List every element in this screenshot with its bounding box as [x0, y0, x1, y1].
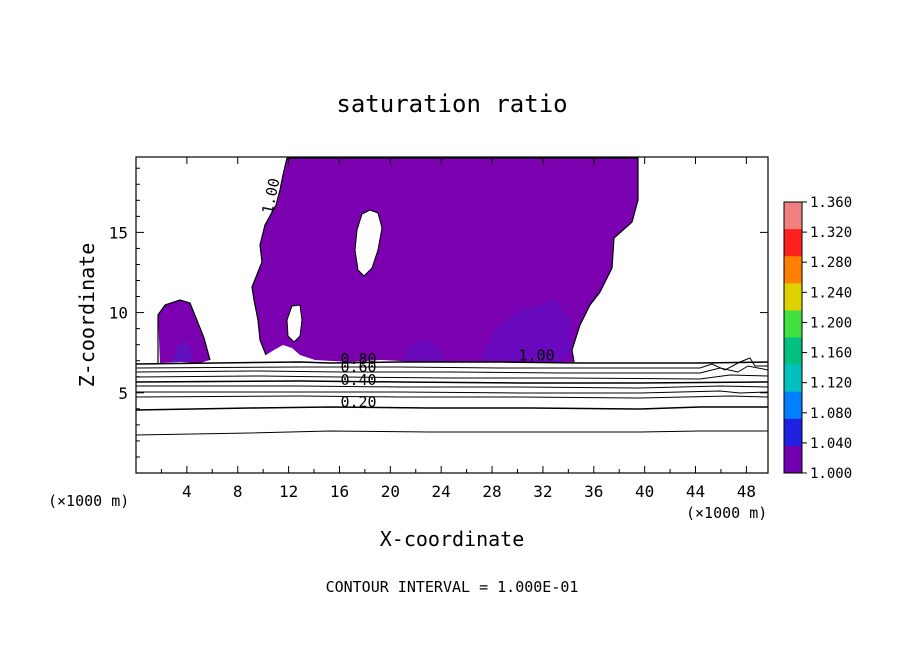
saturated-region-main: [252, 158, 638, 362]
contour-line-d: [136, 374, 768, 380]
colorbar-label: 1.040: [810, 436, 852, 452]
x-tick-label: 24: [432, 482, 451, 501]
y-tick-label: 15: [109, 223, 128, 242]
colorbar-swatch: [784, 391, 802, 420]
plot-area: [136, 157, 768, 436]
colorbar: 1.360 1.320 1.280 1.240 1.200 1.160 1.120 1.080…: [783, 195, 852, 482]
contour-line-i: [136, 406, 768, 411]
x-tick-label: 8: [233, 482, 243, 501]
x-axis-ticks: 4 8 12 16 20 24 28 32 36 40 44 48: [160, 157, 756, 501]
contour-label: 1.00: [519, 347, 555, 365]
x-tick-label: 44: [686, 482, 705, 501]
x-tick-label: 4: [182, 482, 192, 501]
colorbar-label: 1.160: [810, 346, 852, 362]
colorbar-frame: [783, 201, 803, 474]
colorbar-swatch: [784, 418, 802, 447]
saturated-patch-1: [480, 300, 572, 362]
saturated-region-left: [158, 300, 210, 363]
colorbar-swatch: [784, 445, 802, 474]
x-tick-label: 16: [330, 482, 349, 501]
contour-label: 0.60: [340, 358, 376, 376]
chart-title: saturation ratio: [336, 90, 567, 118]
colorbar-swatch: [784, 283, 802, 311]
contour-line-g: [136, 390, 768, 394]
colorbar-label: 1.080: [810, 406, 852, 422]
saturated-patch-left: [172, 342, 192, 362]
contour-line-h: [136, 395, 768, 399]
contour-line-b: [136, 357, 768, 371]
colorbar-label: 1.000: [810, 466, 852, 482]
y-tick-label: 5: [118, 384, 128, 403]
y-axis-label: Z-coordinate: [75, 243, 99, 388]
plot-frame: [135, 156, 769, 474]
unsaturated-hole-2: [286, 304, 303, 343]
contour-line-j: [136, 430, 768, 436]
contour-label: 0.20: [340, 393, 376, 411]
contour-line-c: [136, 365, 768, 374]
x-tick-label: 28: [482, 482, 501, 501]
saturated-patch-2: [400, 340, 445, 362]
contour-line-f: [136, 385, 768, 389]
colorbar-swatch: [784, 364, 802, 393]
colorbar-label: 1.200: [810, 315, 852, 331]
colorbar-label: 1.280: [810, 255, 852, 271]
colorbar-swatch: [784, 337, 802, 366]
contour-label: 0.40: [340, 371, 376, 389]
x-unit-label: (×1000 m): [686, 504, 767, 522]
contour-interval-note: CONTOUR INTERVAL = 1.000E-01: [326, 578, 579, 596]
z-unit-label: (×1000 m): [48, 492, 129, 510]
colorbar-label: 1.120: [810, 376, 852, 392]
x-tick-label: 12: [279, 482, 298, 501]
y-tick-label: 10: [109, 304, 128, 323]
colorbar-label: 1.360: [810, 195, 852, 211]
colorbar-swatch: [784, 229, 802, 257]
x-tick-label: 48: [737, 482, 756, 501]
x-axis-label: X-coordinate: [380, 527, 525, 551]
contour-1.00-main: [251, 157, 639, 363]
colorbar-label: 1.320: [810, 225, 852, 241]
x-tick-label: 36: [584, 482, 603, 501]
x-tick-label: 32: [533, 482, 552, 501]
unsaturated-hole-1: [354, 209, 383, 277]
y-axis-ticks: 5 10 15: [109, 167, 768, 458]
contour-line-a: [136, 361, 768, 365]
x-tick-label: 40: [635, 482, 654, 501]
contour-1.00-left: [157, 299, 211, 363]
contour-line-e: [136, 380, 768, 384]
contour-label: 0.80: [340, 350, 376, 368]
x-tick-label: 20: [381, 482, 400, 501]
colorbar-swatch: [784, 310, 802, 338]
colorbar-swatch: [784, 202, 802, 230]
colorbar-swatch: [784, 256, 802, 284]
colorbar-label: 1.240: [810, 285, 852, 301]
